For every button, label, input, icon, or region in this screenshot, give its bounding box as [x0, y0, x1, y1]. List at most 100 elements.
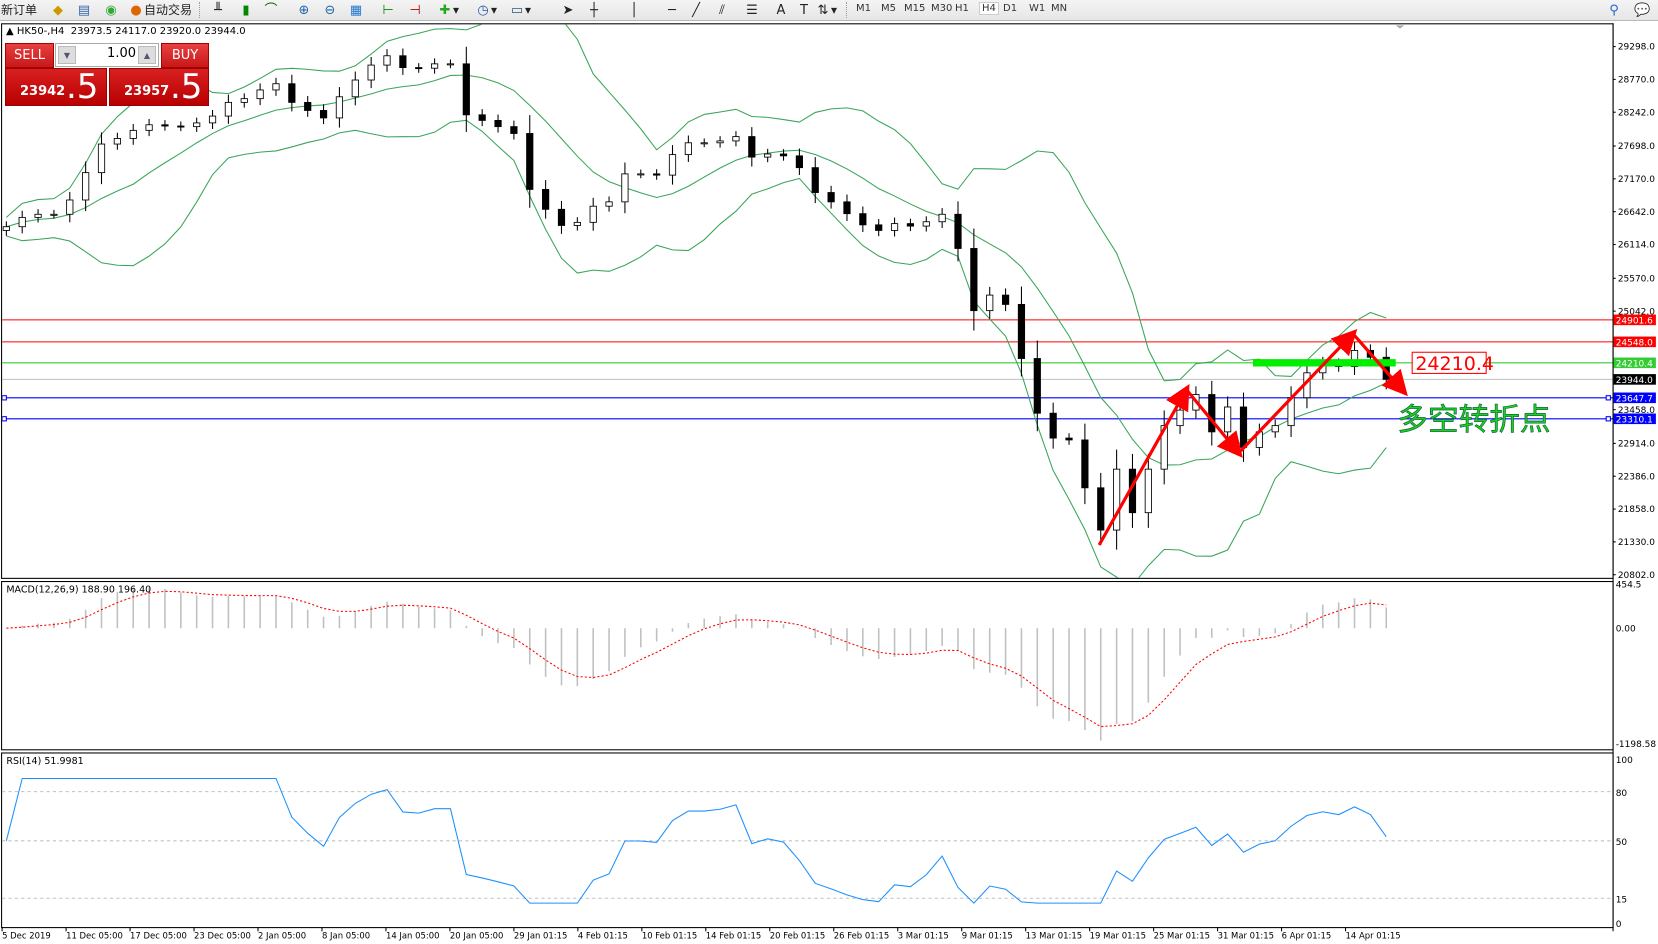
zoom-in-icon[interactable]: ⊕	[298, 3, 310, 18]
time-axis-label: 2 Jan 05:00	[258, 931, 306, 941]
candle	[367, 57, 375, 89]
equidistant-channel-icon[interactable]: ⫽	[719, 3, 725, 18]
buy-button[interactable]: BUY	[161, 43, 209, 68]
arrows-icon[interactable]: ⇅ ▾	[817, 3, 838, 18]
search-icon[interactable]: ⚲	[1609, 3, 1619, 18]
zoom-out-icon[interactable]: ⊖	[324, 3, 336, 18]
trend-arrow	[1185, 388, 1243, 458]
timeframe-h1[interactable]: H1	[955, 3, 969, 14]
price-axis-label: 25042.0	[1618, 307, 1655, 317]
candle	[922, 216, 930, 232]
candle-body	[922, 221, 930, 227]
lot-size-input[interactable]: 1.00	[107, 46, 136, 61]
candle	[573, 217, 581, 231]
market-watch-icon[interactable]: ▤	[77, 3, 91, 18]
candle-body	[906, 223, 915, 227]
candle-body	[430, 63, 439, 69]
sell-button[interactable]: SELL	[5, 43, 54, 68]
rsi-axis-label: 50	[1616, 838, 1628, 848]
candle-body	[811, 167, 819, 193]
candle-body	[383, 55, 391, 66]
text-label-icon[interactable]: T	[800, 3, 808, 18]
buy-price-last: .5	[170, 67, 203, 107]
lot-decrease-button[interactable]: ▼	[58, 46, 76, 64]
signals-icon[interactable]: ◉	[105, 3, 117, 18]
candle-body	[605, 201, 613, 207]
cursor-icon[interactable]: ➤	[562, 3, 574, 18]
candle-body	[288, 83, 296, 103]
price-line-label: 24901.6	[1616, 317, 1653, 327]
time-axis-label: 14 Feb 01:15	[706, 931, 761, 941]
time-axis-label: 10 Feb 01:15	[642, 931, 697, 941]
templates-icon[interactable]: ▭ ▾	[510, 3, 532, 18]
timeframe-h4[interactable]: H4	[979, 2, 999, 15]
autoscroll-icon[interactable]: ⊣	[409, 3, 421, 18]
candle	[954, 201, 962, 262]
vertical-line-icon[interactable]: │	[630, 3, 638, 18]
auto-trading-icon: ●	[130, 3, 142, 18]
lot-size-stepper[interactable]: ▼ 1.00 ▲	[55, 43, 159, 67]
text-icon[interactable]: A	[776, 3, 786, 18]
timeframe-m15[interactable]: M15	[904, 3, 926, 14]
candle-body	[34, 213, 42, 218]
candle	[526, 115, 534, 208]
auto-trading-button[interactable]: ● 自动交易	[128, 1, 192, 19]
price-line-label-bg	[1613, 314, 1656, 326]
price-axis-label: 27698.0	[1618, 142, 1655, 152]
candle	[351, 71, 359, 106]
candle	[113, 132, 121, 150]
lot-increase-button[interactable]: ▲	[138, 46, 156, 64]
periods-icon[interactable]: ◷ ▾	[477, 3, 498, 18]
time-axis-label: 23 Dec 05:00	[194, 931, 251, 941]
candle	[637, 169, 645, 179]
candle	[462, 46, 470, 132]
candle-body	[653, 173, 661, 176]
candle	[1208, 380, 1216, 446]
buy-price-button[interactable]: 23957.5	[109, 67, 209, 107]
candle-body	[938, 213, 946, 223]
candle	[970, 228, 978, 331]
candle	[875, 219, 883, 237]
timeframe-w1[interactable]: W1	[1029, 3, 1046, 14]
candle	[430, 58, 439, 74]
trendline-icon[interactable]: ╱	[692, 3, 700, 18]
candle	[653, 169, 661, 180]
candle-body	[875, 224, 883, 231]
candle-body	[779, 153, 788, 157]
candle-body	[764, 153, 772, 158]
candle-body	[1017, 303, 1026, 359]
chart-shift-icon[interactable]: ⊢	[382, 3, 394, 18]
horizontal-line-icon[interactable]: ─	[668, 3, 676, 18]
chat-icon[interactable]: 💬	[1634, 3, 1651, 18]
new-order-button[interactable]: 新订单	[1, 3, 38, 17]
tile-windows-icon[interactable]: ▦	[349, 3, 363, 18]
indicators-icon[interactable]: ✚ ▾	[439, 3, 460, 18]
candle-body	[1160, 425, 1168, 470]
candle-body	[1097, 487, 1105, 531]
bar-chart-icon[interactable]: ╨	[214, 3, 222, 18]
fibonacci-icon[interactable]: ☰	[746, 3, 758, 18]
sell-price-button[interactable]: 23942.5	[5, 67, 107, 107]
timeframe-mn[interactable]: MN	[1051, 3, 1068, 14]
candle-body	[1271, 425, 1279, 433]
timeframe-m5[interactable]: M5	[881, 3, 896, 14]
candle	[986, 286, 994, 319]
candle	[748, 127, 756, 167]
candle-body	[462, 63, 470, 116]
timeframe-d1[interactable]: D1	[1003, 3, 1018, 14]
candle	[161, 120, 169, 131]
timeframe-m1[interactable]: M1	[856, 3, 871, 14]
chart-shift-marker[interactable]	[1395, 25, 1405, 29]
line-handle	[2, 416, 7, 422]
candlestick-icon[interactable]: ▮	[242, 3, 250, 18]
history-center-icon[interactable]: ◆	[53, 3, 63, 18]
candle	[1033, 340, 1041, 432]
candle-body	[97, 143, 106, 174]
timeframe-m30[interactable]: M30	[931, 3, 953, 14]
price-line-label: 23310.1	[1616, 415, 1653, 425]
time-axis-label: 19 Mar 01:15	[1090, 931, 1146, 941]
bollinger-lower-band	[6, 119, 1387, 578]
crosshair-icon[interactable]: ┼	[590, 3, 598, 18]
line-chart-icon[interactable]: ⌒	[264, 3, 278, 18]
